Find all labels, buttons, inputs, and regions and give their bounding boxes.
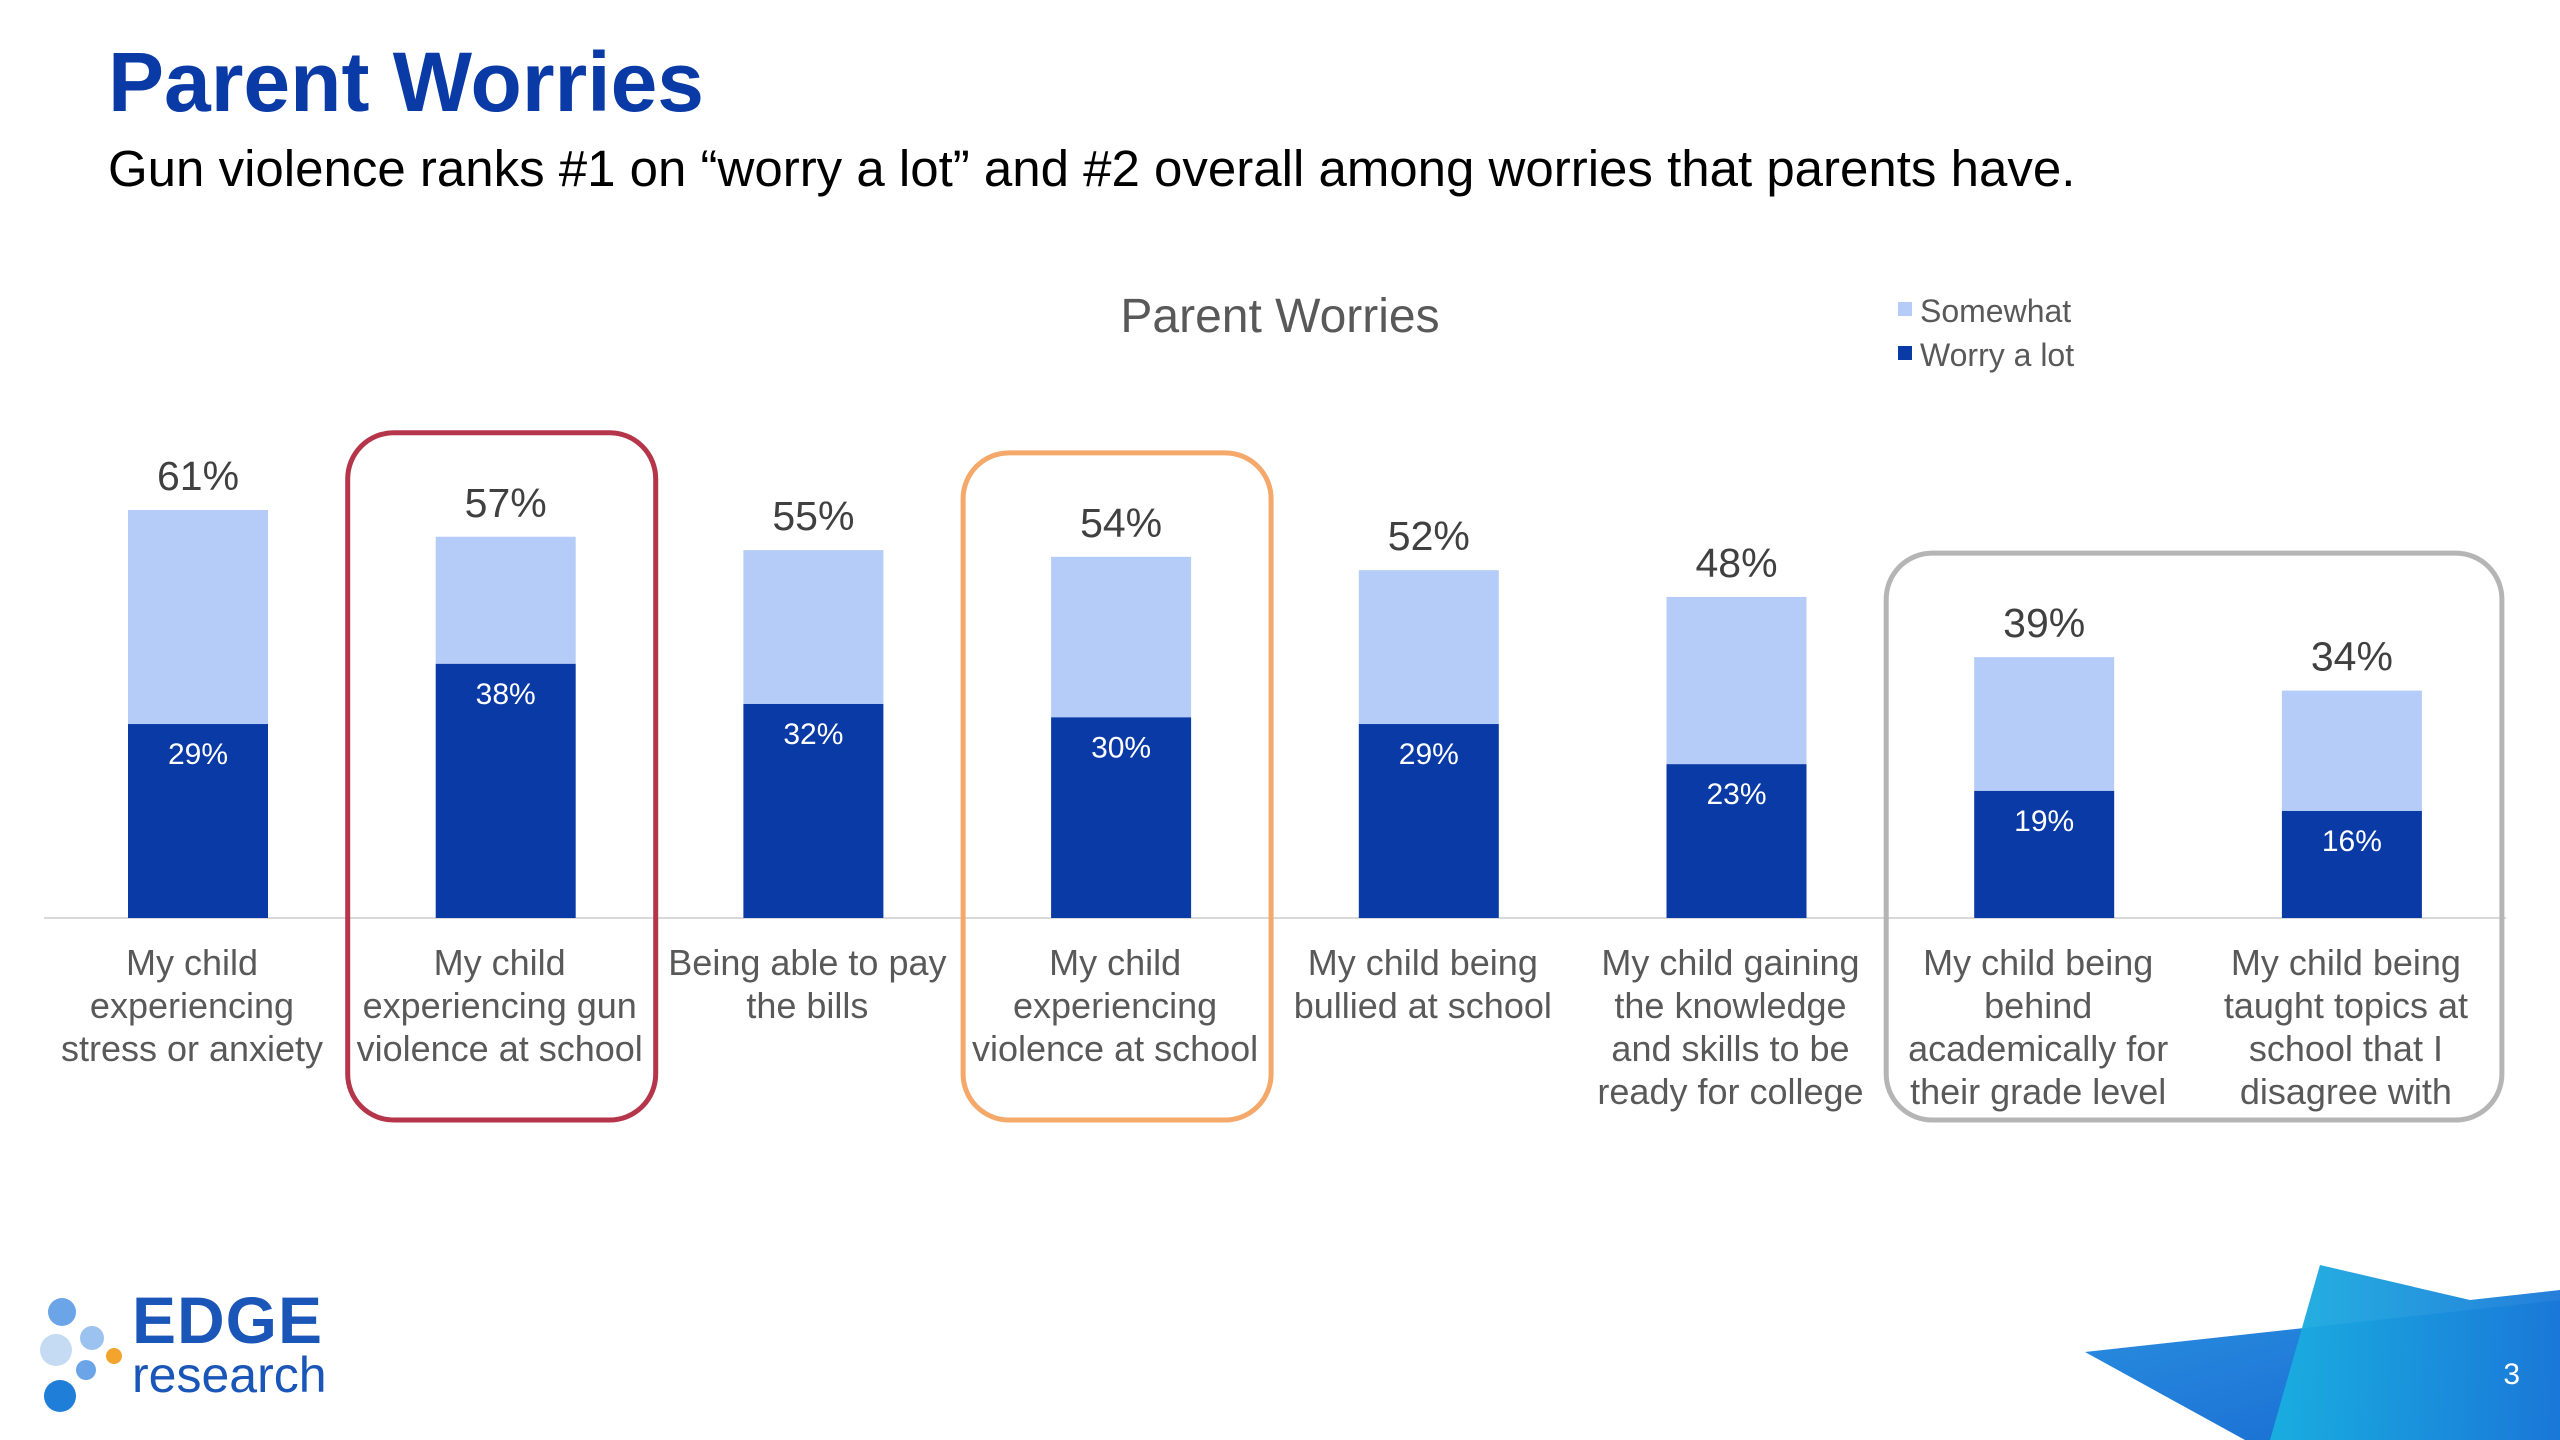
total-label-1: 61% bbox=[157, 453, 239, 499]
total-label-4: 54% bbox=[1080, 500, 1162, 546]
parent-worries-chart: Parent Worries Somewhat Worry a lot 61% 2… bbox=[44, 290, 2506, 1123]
bar-worry-a-lot-2 bbox=[435, 663, 576, 918]
edge-research-logo: EDGE research bbox=[40, 1283, 340, 1420]
bar-somewhat-6 bbox=[1666, 596, 1807, 765]
worry-a-lot-label-5: 29% bbox=[1399, 738, 1459, 771]
total-label-7: 39% bbox=[2003, 600, 2085, 646]
logo-text-research: research bbox=[132, 1347, 327, 1403]
total-label-6: 48% bbox=[1695, 540, 1777, 586]
category-label-3: Being able to pay the bills bbox=[668, 942, 946, 1026]
category-label-2: My child experiencing gun violence at scho… bbox=[357, 942, 643, 1069]
highlight-box-gray bbox=[1883, 550, 2505, 1123]
labels-group: 61% 29% My child experiencing stress or anxi… bbox=[61, 453, 2468, 1112]
bar-somewhat-5 bbox=[1358, 570, 1499, 725]
bar-worry-a-lot-7 bbox=[1974, 790, 2115, 918]
category-label-1: My child experiencing stress or anxiety bbox=[61, 942, 323, 1069]
highlight-box-red bbox=[345, 430, 659, 1123]
category-label-8: My child being taught topics at school tha… bbox=[2224, 942, 2468, 1112]
chart-legend: Somewhat Worry a lot bbox=[1898, 293, 2074, 373]
legend-swatch-worry-a-lot bbox=[1898, 346, 1912, 360]
bar-somewhat-1 bbox=[128, 510, 268, 725]
worry-a-lot-label-2: 38% bbox=[476, 678, 536, 711]
logo-dots-icon bbox=[40, 1298, 122, 1412]
logo-text-edge: EDGE bbox=[132, 1283, 324, 1357]
bar-worry-a-lot-5 bbox=[1358, 724, 1499, 918]
worry-a-lot-label-4: 30% bbox=[1091, 731, 1151, 764]
worry-a-lot-label-8: 16% bbox=[2322, 825, 2382, 858]
bar-somewhat-2 bbox=[435, 536, 576, 664]
category-label-6: My child gaining the knowledge and skills … bbox=[1597, 942, 1863, 1112]
legend-label-somewhat: Somewhat bbox=[1920, 293, 2071, 329]
bar-worry-a-lot-8 bbox=[2281, 810, 2422, 918]
bar-worry-a-lot-4 bbox=[1051, 717, 1192, 918]
highlight-boxes bbox=[345, 430, 2505, 1123]
total-label-8: 34% bbox=[2311, 634, 2393, 680]
bars-group bbox=[128, 510, 2422, 918]
total-label-5: 52% bbox=[1388, 513, 1470, 559]
category-label-4: My child experiencing violence at school bbox=[972, 942, 1258, 1069]
bar-worry-a-lot-3 bbox=[743, 703, 884, 918]
legend-swatch-somewhat bbox=[1898, 302, 1912, 316]
total-label-3: 55% bbox=[772, 493, 854, 539]
bar-worry-a-lot-6 bbox=[1666, 764, 1807, 918]
slide-title: Parent Worries bbox=[108, 35, 704, 129]
bar-somewhat-8 bbox=[2281, 690, 2422, 811]
category-label-7: My child being behind academically for thei… bbox=[1908, 942, 2168, 1112]
page-number: 3 bbox=[2503, 1358, 2520, 1391]
bar-worry-a-lot-1 bbox=[128, 724, 268, 918]
worry-a-lot-label-7: 19% bbox=[2014, 805, 2074, 838]
worry-a-lot-label-1: 29% bbox=[168, 738, 228, 771]
highlight-box-orange bbox=[960, 450, 1274, 1123]
category-label-5: My child being bullied at school bbox=[1294, 942, 1552, 1026]
chart-title: Parent Worries bbox=[1120, 290, 1439, 343]
legend-label-worry-a-lot: Worry a lot bbox=[1920, 337, 2074, 373]
worry-a-lot-label-3: 32% bbox=[783, 718, 843, 751]
bar-somewhat-3 bbox=[743, 550, 884, 704]
slide-subtitle: Gun violence ranks #1 on “worry a lot” a… bbox=[108, 140, 2076, 197]
bar-somewhat-7 bbox=[1974, 657, 2115, 791]
bar-somewhat-4 bbox=[1051, 556, 1192, 718]
total-label-2: 57% bbox=[465, 480, 547, 526]
worry-a-lot-label-6: 23% bbox=[1706, 778, 1766, 811]
